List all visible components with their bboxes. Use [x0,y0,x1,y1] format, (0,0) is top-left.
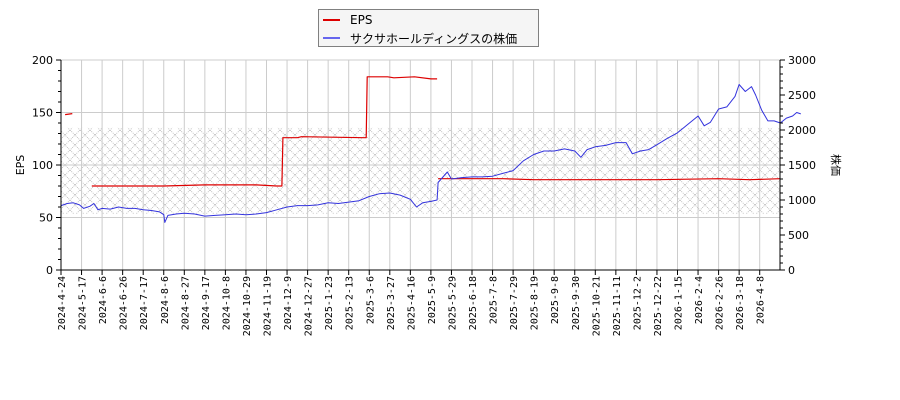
svg-text:2025-12-2: 2025-12-2 [632,276,643,330]
legend-item-price: サクサホールディングスの株価 [323,30,517,46]
right-y-axis: 0 500 1000 1500 2000 2500 3000 [780,54,816,277]
svg-text:2024-11-19: 2024-11-19 [263,276,274,336]
svg-text:2000: 2000 [788,124,816,137]
svg-text:2025-3-6: 2025-3-6 [365,276,376,324]
legend-label-price: サクサホールディングスの株価 [350,31,518,46]
legend-swatch-eps [323,19,340,21]
svg-text:2025-9-8: 2025-9-8 [550,276,561,324]
svg-text:2025-7-29: 2025-7-29 [509,276,520,330]
svg-text:2025-11-11: 2025-11-11 [612,276,623,336]
svg-text:50: 50 [39,212,53,225]
svg-text:100: 100 [32,159,53,172]
svg-text:3000: 3000 [788,54,816,67]
svg-text:2500: 2500 [788,89,816,102]
series-lines [60,76,801,223]
svg-text:2024-6-26: 2024-6-26 [119,276,130,330]
legend: EPS サクサホールディングスの株価 [318,9,539,47]
svg-text:2025-3-27: 2025-3-27 [386,276,397,330]
svg-text:2024-8-27: 2024-8-27 [180,276,191,330]
svg-text:2026-4-8: 2026-4-8 [756,276,767,324]
svg-text:2024-5-17: 2024-5-17 [78,276,89,330]
svg-text:2025-1-23: 2025-1-23 [324,276,335,330]
svg-text:2024-4-24: 2024-4-24 [57,276,68,330]
svg-text:2025-5-29: 2025-5-29 [447,276,458,330]
svg-text:1500: 1500 [788,159,816,172]
svg-text:2025-12-22: 2025-12-22 [653,276,664,336]
svg-text:2024-9-17: 2024-9-17 [201,276,212,330]
left-y-axis: 0 50 100 150 200 [32,54,61,277]
svg-text:2025-6-18: 2025-6-18 [468,276,479,330]
svg-text:500: 500 [788,229,809,242]
svg-text:2025-8-19: 2025-8-19 [530,276,541,330]
svg-text:2025-4-16: 2025-4-16 [406,276,417,330]
svg-text:2024-12-27: 2024-12-27 [304,276,315,336]
y-axis-title-right: 株価 [829,154,843,176]
legend-label-eps: EPS [350,13,373,27]
svg-text:2026-1-15: 2026-1-15 [674,276,685,330]
svg-text:2026-2-4: 2026-2-4 [694,276,705,324]
svg-text:2024-6-6: 2024-6-6 [98,276,109,324]
svg-text:2025-10-21: 2025-10-21 [591,276,602,336]
svg-text:2024-10-29: 2024-10-29 [242,276,253,336]
svg-text:2025-2-13: 2025-2-13 [345,276,356,330]
x-axis: 2024-4-24 2024-5-17 2024-6-6 2024-6-26 2024-… [57,270,767,336]
svg-text:2025-7-8: 2025-7-8 [489,276,500,324]
y-axis-title-left: EPS [14,155,27,176]
svg-text:2024-12-9: 2024-12-9 [283,276,294,330]
svg-text:0: 0 [46,264,53,277]
svg-text:2024-10-8: 2024-10-8 [221,276,232,330]
legend-item-eps: EPS [323,12,372,28]
svg-text:2025-5-9: 2025-5-9 [427,276,438,324]
svg-text:2026-2-26: 2026-2-26 [715,276,726,330]
svg-text:2024-7-17: 2024-7-17 [139,276,150,330]
svg-text:150: 150 [32,107,53,120]
svg-text:200: 200 [32,54,53,67]
svg-text:2025-9-30: 2025-9-30 [571,276,582,330]
svg-text:2024-8-6: 2024-8-6 [160,276,171,324]
hatched-band [61,127,780,214]
svg-text:2026-3-18: 2026-3-18 [735,276,746,330]
svg-text:1000: 1000 [788,194,816,207]
svg-text:0: 0 [788,264,795,277]
legend-swatch-price [323,37,340,39]
